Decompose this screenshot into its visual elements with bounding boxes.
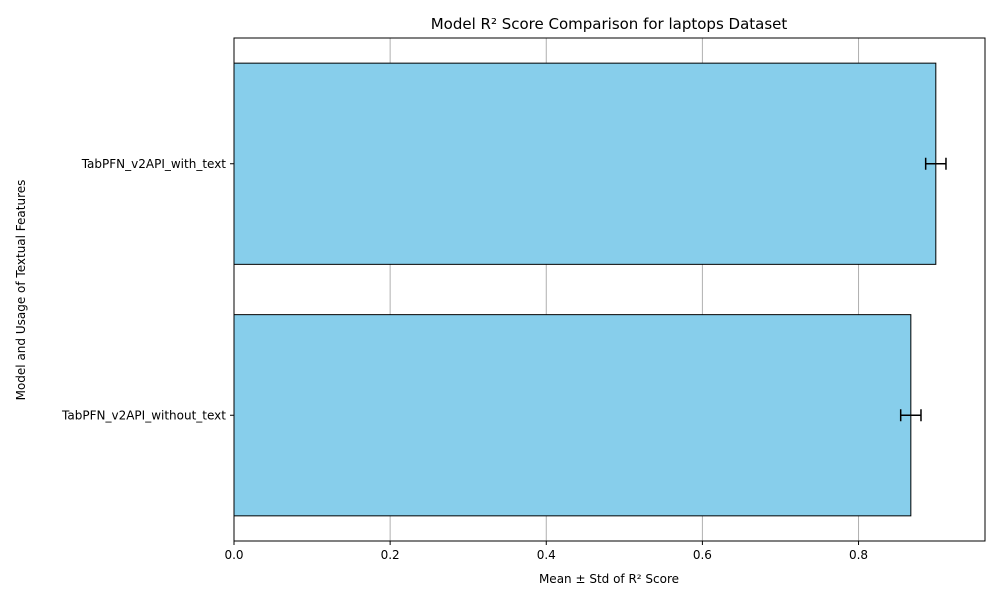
- x-axis-label: Mean ± Std of R² Score: [539, 572, 679, 586]
- y-tick-label: TabPFN_v2API_without_text: [61, 408, 226, 422]
- y-axis-label: Model and Usage of Textual Features: [14, 180, 28, 401]
- bar-layer: [233, 62, 937, 517]
- chart-title: Model R² Score Comparison for laptops Da…: [431, 15, 788, 33]
- x-tick-label: 0.8: [849, 548, 868, 562]
- plot-frame: [233, 37, 986, 542]
- x-tick-label: 0.2: [381, 548, 400, 562]
- x-tick-label: 0.6: [693, 548, 712, 562]
- y-tick-label: TabPFN_v2API_with_text: [81, 157, 227, 171]
- x-tick-label: 0.0: [224, 548, 243, 562]
- bar: [233, 314, 912, 517]
- x-tick-label: 0.4: [537, 548, 556, 562]
- axis-layer: TabPFN_v2API_with_text TabPFN_v2API_witho…: [61, 37, 986, 562]
- bar: [233, 62, 937, 265]
- error-layer: [899, 157, 947, 422]
